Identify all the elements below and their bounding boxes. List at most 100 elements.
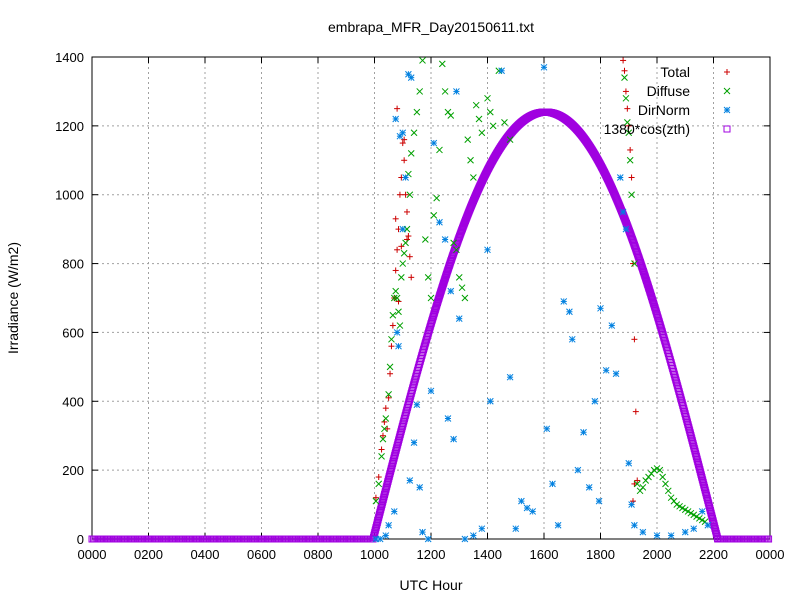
legend-label: Total [660,64,690,80]
data-point [506,136,514,143]
data-point [390,294,398,302]
data-point [382,405,389,412]
data-point [407,74,415,82]
data-point [408,274,415,281]
data-point [385,521,392,529]
data-point [388,335,395,343]
data-point [455,273,463,281]
data-point [486,397,494,405]
data-point [486,108,494,116]
data-point [379,435,387,443]
data-series [88,57,773,543]
data-point [704,521,712,529]
data-point [484,94,491,102]
data-point [470,174,477,181]
series-dirnorm [372,63,712,543]
cos-zth-point [765,535,773,543]
data-point [632,408,639,415]
data-point [399,129,407,137]
data-point [455,315,463,323]
data-point [580,428,587,436]
legend-marker [723,106,731,114]
data-point [379,432,386,439]
y-tick-label: 0 [77,532,84,547]
data-point [436,146,443,154]
data-point [595,497,603,505]
data-point [450,435,457,443]
data-point [375,474,382,481]
data-point [518,497,525,505]
data-point [608,322,616,329]
data-point [393,329,401,336]
data-point [392,287,400,295]
data-point [619,208,627,216]
data-point [382,532,390,539]
x-tick-label: 0800 [304,547,333,562]
data-point [401,157,408,164]
data-point [389,322,396,329]
x-tick-label: 0000 [78,547,107,562]
data-point [390,508,398,515]
data-point [484,246,491,254]
grid-lines [92,57,770,539]
series-cos-zth [88,108,773,543]
data-point [659,473,667,481]
data-point [543,425,551,433]
data-point [627,146,634,153]
data-point [597,304,604,312]
data-point [406,477,414,484]
data-point [381,425,388,433]
data-point [430,139,438,147]
data-point [378,453,385,460]
data-point [681,528,689,536]
data-point [399,140,406,147]
data-point [470,532,477,539]
chart-title: embrapa_MFR_Day20150611.txt [328,19,534,35]
data-point [394,105,401,112]
data-point [621,67,628,74]
data-point [447,287,455,295]
data-point [529,508,537,515]
data-point [453,88,460,95]
x-tick-label: 2200 [699,547,728,562]
data-point [436,218,443,226]
cos-zth-point [714,534,722,542]
y-tick-label: 200 [62,463,84,478]
data-point [501,119,508,126]
data-point [406,253,413,260]
data-point [427,387,435,395]
data-point [622,94,630,102]
data-point [612,370,620,378]
x-axis-label: UTC Hour [399,577,462,593]
data-point [401,136,408,143]
x-tick-label: 1600 [530,547,559,562]
data-point [389,311,397,319]
data-point [386,363,394,371]
data-point [602,366,610,374]
data-point [625,459,633,467]
data-point [634,477,641,484]
data-point [591,397,599,405]
data-point [393,294,401,302]
data-point [631,480,638,487]
data-point [506,373,514,381]
data-point [397,273,405,281]
data-point [376,535,384,543]
data-point [690,525,698,533]
data-point [453,246,460,254]
data-point [653,532,661,539]
data-point [384,425,391,432]
data-point [540,63,548,71]
data-point [438,60,446,68]
data-point [478,129,486,137]
data-point [574,466,582,474]
data-point [458,284,466,292]
data-point [624,105,631,112]
data-point [388,343,395,350]
data-point [566,308,573,316]
data-point [478,525,486,533]
data-point [433,194,441,202]
data-point [628,174,635,181]
data-point [400,249,408,257]
